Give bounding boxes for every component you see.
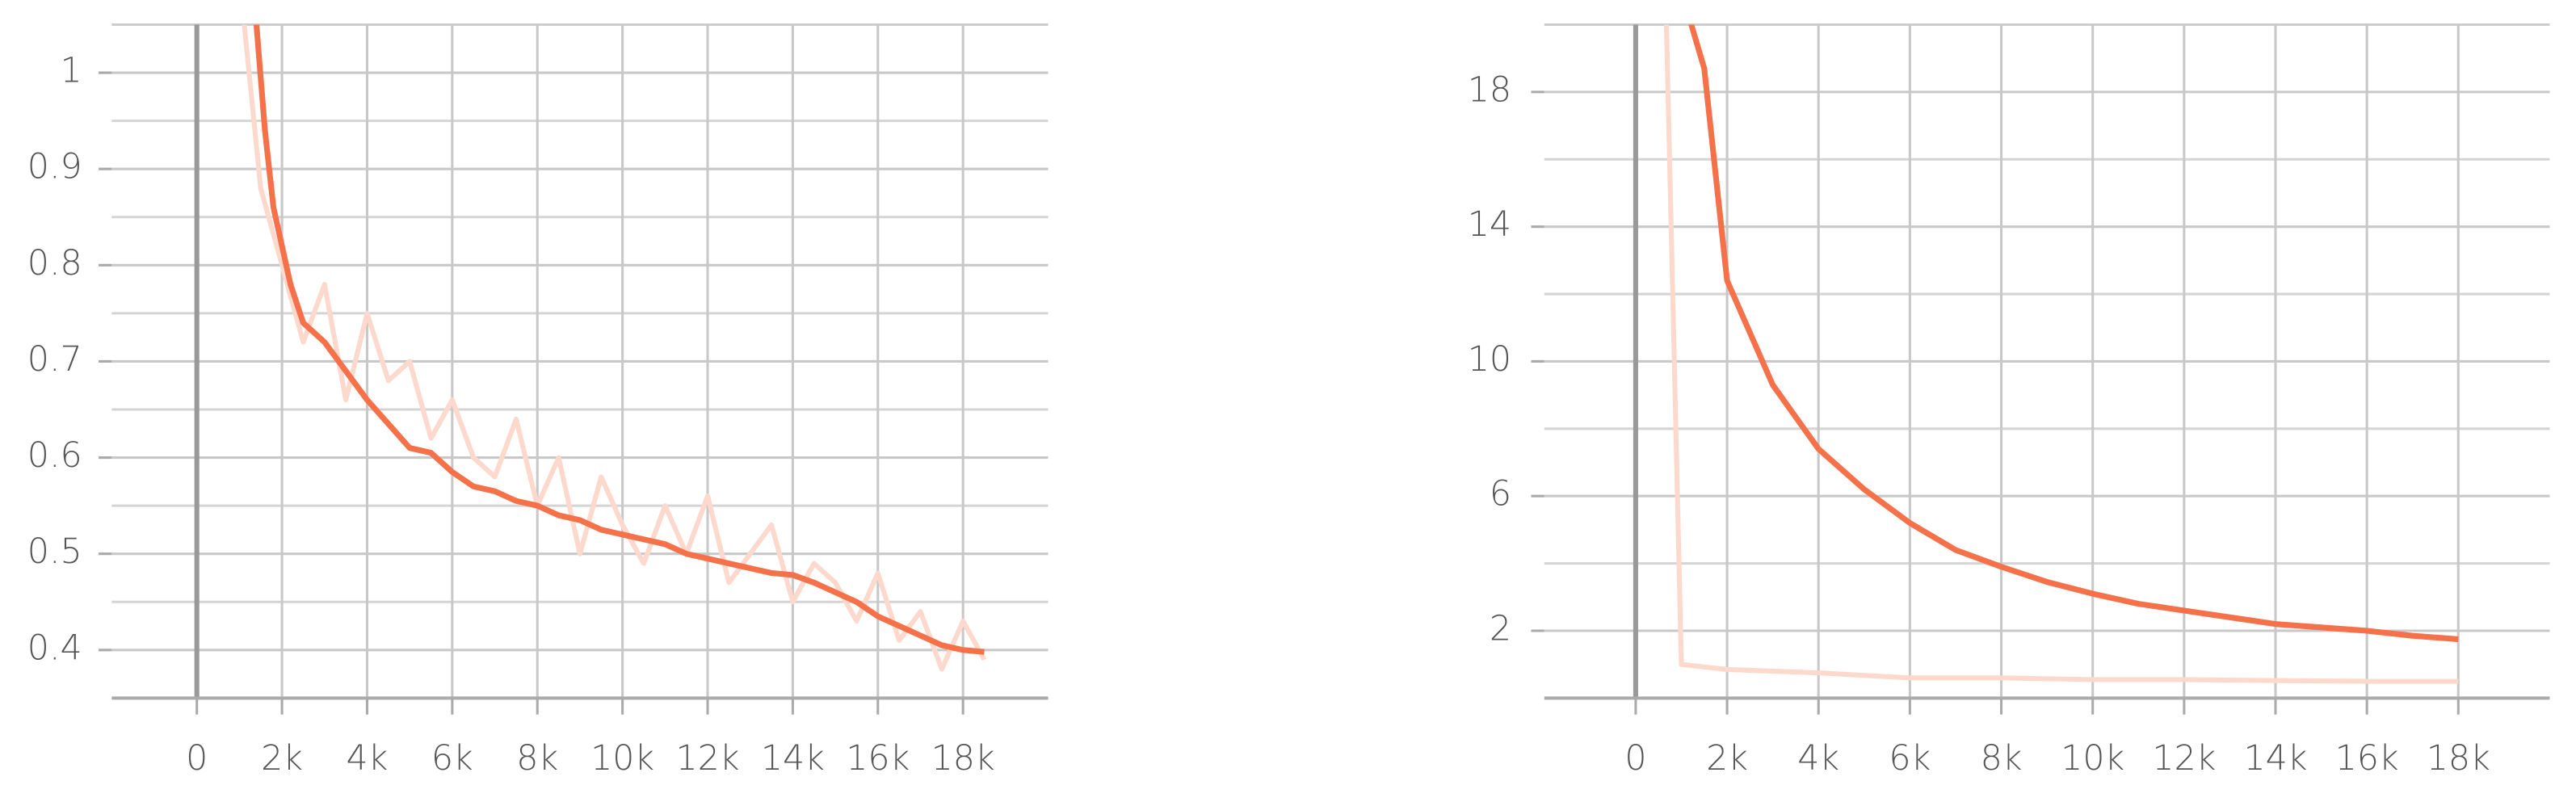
- chart: 2 6 10 14 18 0 2k 4k 6k 8k 10k 12k 14k 16k 18k: [1468, 23, 2550, 779]
- x-tick-label: 0: [1624, 738, 1646, 779]
- x-tick-label: 8k: [516, 738, 558, 779]
- data-line: [242, 24, 987, 672]
- y-tick-label: 0.9: [27, 147, 82, 187]
- data-line: [253, 24, 985, 655]
- data-line: [1688, 24, 2459, 642]
- x-tick-label: 8k: [1981, 738, 2023, 779]
- x-tick-label: 12k: [675, 738, 739, 779]
- y-tick-label: 18: [1468, 69, 1511, 110]
- x-tick-label: 12k: [2152, 738, 2216, 779]
- y-tick-label: 10: [1468, 339, 1511, 380]
- x-tick-label: 4k: [1797, 738, 1839, 779]
- x-tick-label: 14k: [761, 738, 825, 779]
- y-tick-label: 6: [1490, 474, 1511, 514]
- y-tick-label: 1: [61, 51, 82, 91]
- x-tick-label: 4k: [347, 738, 389, 779]
- x-tick-label: 6k: [431, 738, 473, 779]
- x-tick-label: 18k: [931, 738, 995, 779]
- x-tick-label: 16k: [2335, 738, 2399, 779]
- x-tick-label: 10k: [2061, 738, 2124, 779]
- chart: 0.4 0.5 0.6 0.7 0.8 0.9 1 0 2k 4k 6k 8k 10k 12k 14k 16k…: [27, 23, 1048, 779]
- y-tick-label: 2: [1490, 608, 1511, 649]
- x-tick-label: 2k: [261, 738, 303, 779]
- x-tick-label: 6k: [1889, 738, 1931, 779]
- x-tick-label: 2k: [1706, 738, 1748, 779]
- data-line: [1663, 24, 2459, 684]
- x-tick-label: 10k: [590, 738, 654, 779]
- x-tick-label: 14k: [2243, 738, 2307, 779]
- y-tick-label: 0.5: [27, 531, 82, 572]
- x-tick-label: 0: [186, 738, 208, 779]
- x-tick-label: 16k: [846, 738, 910, 779]
- x-tick-label: 18k: [2427, 738, 2490, 779]
- y-tick-label: 0.8: [27, 243, 82, 283]
- y-tick-label: 0.6: [27, 435, 82, 476]
- y-tick-label: 0.4: [27, 628, 82, 668]
- y-tick-label: 14: [1468, 204, 1511, 245]
- y-tick-label: 0.7: [27, 339, 82, 380]
